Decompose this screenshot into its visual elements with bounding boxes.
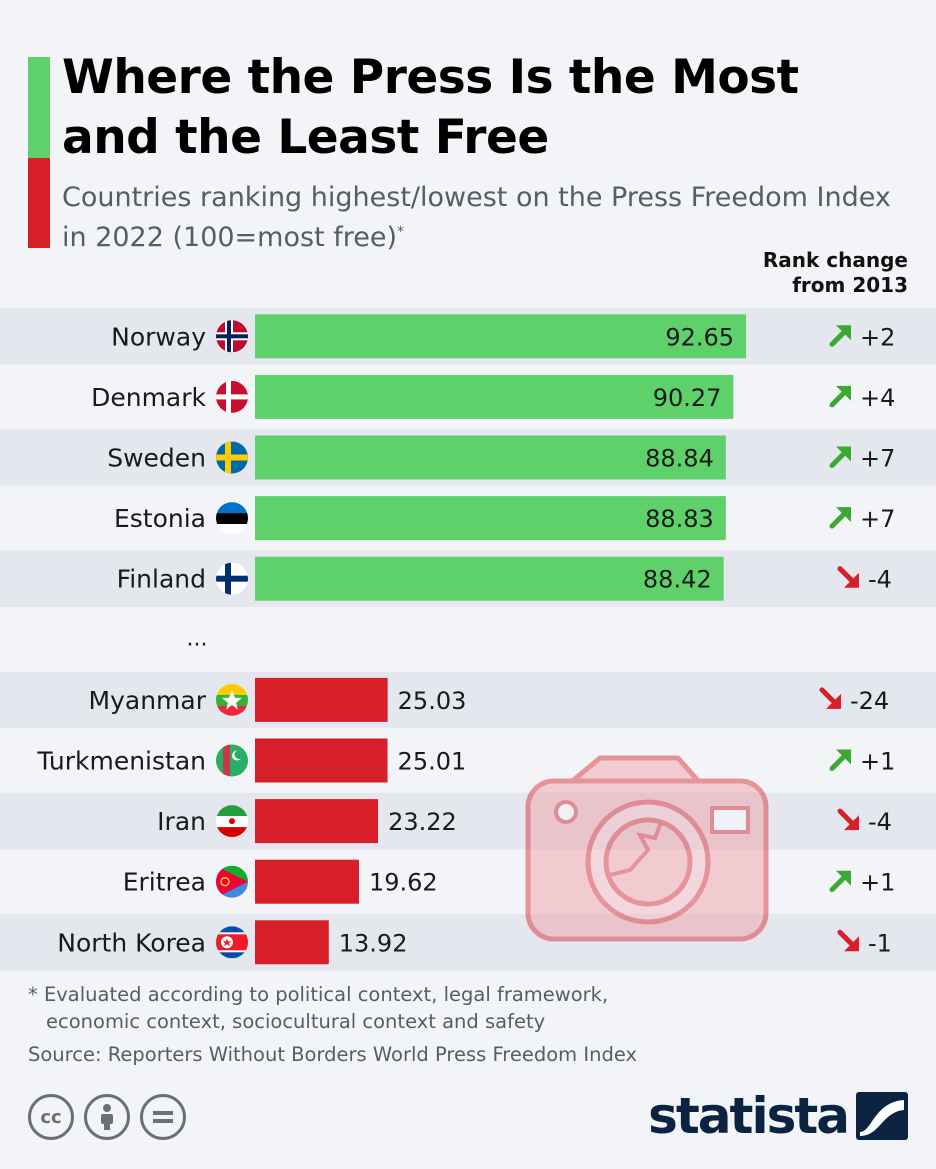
rank-change-header: Rank change from 2013 xyxy=(708,248,908,298)
arrow-down-icon xyxy=(837,929,859,952)
row-stripe xyxy=(0,914,936,971)
bar xyxy=(255,435,726,480)
finland-flag-icon xyxy=(216,562,248,595)
source-note: Source: Reporters Without Borders World … xyxy=(28,1043,638,1066)
value-label: 90.27 xyxy=(653,384,722,412)
arrow-up-icon xyxy=(829,446,851,468)
bar xyxy=(255,920,329,965)
category-label: North Korea xyxy=(57,928,206,957)
subtitle-text: Countries ranking highest/lowest on the … xyxy=(62,182,891,253)
footnote-line2: economic context, sociocultural context … xyxy=(46,1010,546,1033)
myanmar-flag-icon xyxy=(216,683,248,716)
bar-chart: Norway 92.65 +2 Denmark 90.27 +4 Sweden 88.84 +7… xyxy=(0,308,936,971)
iran-flag-icon xyxy=(216,805,248,838)
value-label: 23.22 xyxy=(388,808,457,836)
estonia-flag-icon xyxy=(216,502,248,535)
arrow-down-icon xyxy=(837,566,859,588)
rank-change-label: -1 xyxy=(868,929,892,957)
bar xyxy=(255,738,388,783)
rank-change-label: +2 xyxy=(860,323,895,351)
license-icons: cc xyxy=(28,1094,186,1140)
row-stripe xyxy=(0,671,936,729)
rank-change-label: -4 xyxy=(868,808,892,836)
arrow-up-icon xyxy=(829,870,851,893)
rank-change-label: +1 xyxy=(860,748,895,776)
bar xyxy=(255,496,726,541)
category-label: Eritrea xyxy=(123,868,206,897)
category-label: Sweden xyxy=(107,444,206,473)
value-label: 13.92 xyxy=(339,929,408,957)
value-label: 88.42 xyxy=(643,566,712,594)
logo-text: statista xyxy=(648,1087,850,1145)
footnote: * Evaluated according to political conte… xyxy=(28,981,888,1035)
rank-change-label: +4 xyxy=(860,384,895,412)
bar xyxy=(255,859,359,904)
footnote-line1: * Evaluated according to political conte… xyxy=(28,983,609,1006)
category-label: Iran xyxy=(157,807,206,836)
arrow-up-icon xyxy=(829,325,851,347)
rank-change-label: +7 xyxy=(860,445,895,473)
category-label: Denmark xyxy=(91,383,206,412)
gap-ellipsis: ... xyxy=(187,626,208,651)
rank-header-line2: from 2013 xyxy=(792,273,908,297)
statista-mark-icon xyxy=(856,1092,908,1140)
rank-change-label: -4 xyxy=(868,566,892,594)
accent-bar-red xyxy=(28,158,50,248)
bar xyxy=(255,799,379,844)
category-label: Myanmar xyxy=(89,686,207,715)
value-label: 19.62 xyxy=(369,869,438,897)
arrow-down-icon xyxy=(837,808,859,831)
no-derivatives-icon[interactable] xyxy=(140,1094,186,1140)
subtitle-footnote-mark: * xyxy=(397,224,405,240)
attribution-icon[interactable] xyxy=(84,1094,130,1140)
arrow-up-icon xyxy=(829,385,851,408)
denmark-flag-icon xyxy=(216,380,248,413)
accent-bar-green xyxy=(28,57,50,158)
arrow-up-icon xyxy=(829,749,851,771)
row-stripe xyxy=(0,792,936,850)
camera-icon xyxy=(525,755,769,942)
north-korea-flag-icon xyxy=(216,926,248,959)
cc-icon[interactable]: cc xyxy=(28,1094,74,1140)
rank-change-label: +1 xyxy=(860,869,895,897)
eritrea-flag-icon xyxy=(216,865,248,898)
value-label: 88.84 xyxy=(645,445,714,473)
value-label: 92.65 xyxy=(665,323,734,351)
rank-header-line1: Rank change xyxy=(762,248,908,272)
value-label: 25.01 xyxy=(398,748,467,776)
statista-logo[interactable]: statista xyxy=(648,1088,908,1144)
chart-subtitle: Countries ranking highest/lowest on the … xyxy=(62,180,892,255)
bar xyxy=(255,677,388,722)
value-label: 88.83 xyxy=(645,505,714,533)
category-label: Turkmenistan xyxy=(36,747,206,776)
chart-title: Where the Press Is the Most and the Leas… xyxy=(62,50,799,165)
rank-change-label: -24 xyxy=(850,687,889,715)
bars: Norway 92.65 +2 Denmark 90.27 +4 Sweden 88.84 +7… xyxy=(36,314,895,965)
rank-change-label: +7 xyxy=(860,505,895,533)
arrow-down-icon xyxy=(819,687,841,709)
value-label: 25.03 xyxy=(398,687,467,715)
bar xyxy=(255,314,747,359)
arrow-up-icon xyxy=(829,507,851,529)
norway-flag-icon xyxy=(216,320,248,353)
category-label: Finland xyxy=(117,565,206,594)
bar xyxy=(255,374,734,419)
bar xyxy=(255,556,724,601)
category-label: Estonia xyxy=(114,504,206,533)
turkmenistan-flag-icon xyxy=(216,744,248,777)
sweden-flag-icon xyxy=(216,441,248,474)
category-label: Norway xyxy=(111,322,206,351)
